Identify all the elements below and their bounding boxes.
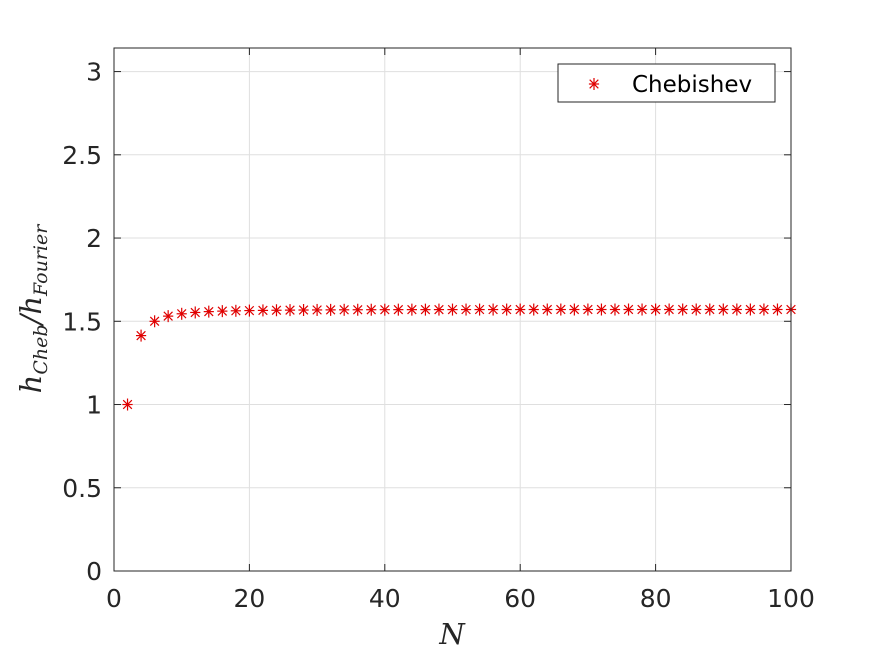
data-point — [433, 303, 445, 316]
data-point — [379, 303, 390, 316]
data-point — [488, 303, 499, 316]
ticks: 0 20 40 60 80 100 0 0.5 1 1.5 2 2.5 3 — [62, 48, 815, 613]
data-point — [623, 303, 634, 316]
data-point — [271, 304, 282, 317]
y-tick-label: 3 — [86, 58, 102, 87]
legend: Chebishev — [557, 63, 776, 103]
data-point — [203, 305, 214, 318]
data-point — [163, 310, 174, 323]
legend-marker — [588, 78, 600, 90]
data-point — [758, 303, 770, 316]
data-point — [217, 305, 228, 318]
y-tick-label: 0 — [86, 557, 102, 586]
legend-label: Chebishev — [632, 72, 752, 98]
data-point — [474, 303, 485, 316]
data-point — [691, 303, 702, 316]
data-point — [745, 303, 756, 316]
data-point — [555, 303, 566, 316]
data-point — [149, 315, 160, 328]
data-point — [447, 303, 458, 316]
data-point — [135, 329, 147, 342]
data-point — [582, 303, 593, 316]
data-point — [704, 303, 715, 316]
data-point — [636, 303, 648, 316]
y-tick-label: 2 — [86, 224, 102, 253]
data-point — [528, 303, 539, 316]
data-point — [393, 303, 404, 316]
data-point — [257, 304, 269, 317]
data-point — [569, 303, 580, 316]
x-tick-label: 80 — [640, 584, 672, 613]
data-point — [176, 307, 187, 320]
data-point — [515, 303, 526, 316]
y-tick-label: 0.5 — [62, 474, 102, 503]
data-point — [664, 303, 675, 316]
data-point — [325, 303, 336, 316]
data-point — [122, 398, 133, 411]
data-point — [244, 304, 255, 317]
data-point — [406, 303, 417, 316]
y-tick-label: 1 — [86, 391, 102, 420]
x-tick-label: 20 — [233, 584, 265, 613]
data-point — [312, 303, 323, 316]
axes-box — [113, 47, 792, 572]
data-point — [677, 303, 688, 316]
data-point — [731, 303, 742, 316]
data-point — [298, 304, 309, 317]
data-point — [596, 303, 607, 316]
y-axis-label: hCheb/hFourier — [14, 223, 52, 394]
data-point — [420, 303, 431, 316]
data-point — [284, 304, 296, 317]
data-point — [718, 303, 729, 316]
data-point — [501, 303, 512, 316]
legend-marker-symbol — [588, 78, 600, 90]
x-tick-label: 0 — [106, 584, 122, 613]
data-point — [352, 303, 363, 316]
data-point — [230, 304, 241, 317]
data-point — [609, 303, 621, 316]
x-tick-label: 40 — [369, 584, 401, 613]
data-points — [122, 303, 797, 411]
data-point — [542, 303, 553, 316]
x-tick-label: 60 — [504, 584, 536, 613]
y-tick-label: 1.5 — [62, 307, 102, 336]
data-point — [772, 303, 783, 316]
data-point — [339, 303, 350, 316]
y-tick-label: 2.5 — [62, 141, 102, 170]
data-point — [366, 303, 377, 316]
grid — [114, 48, 791, 571]
data-point — [190, 306, 201, 319]
x-tick-label: 100 — [767, 584, 815, 613]
data-point — [650, 303, 661, 316]
data-point — [460, 303, 472, 316]
x-axis-label: N — [438, 617, 466, 651]
